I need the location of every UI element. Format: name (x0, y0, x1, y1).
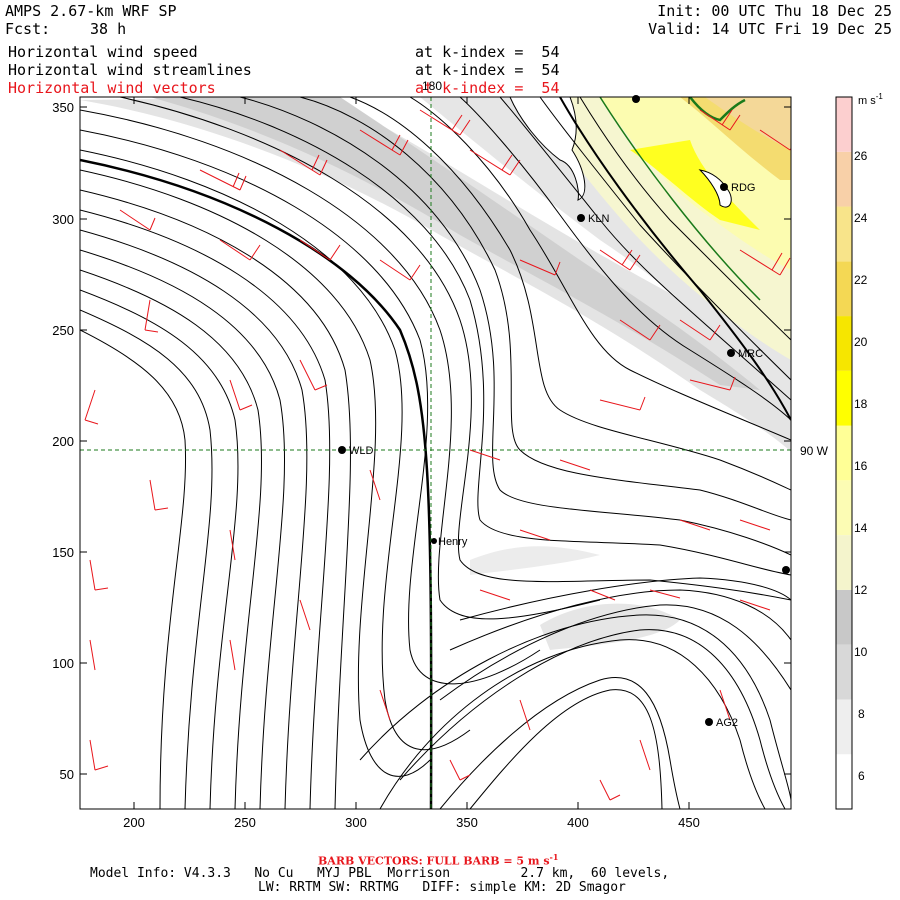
model-title: AMPS 2.67-km WRF SP (5, 2, 177, 20)
init-time: Init: 00 UTC Thu 18 Dec 25 (657, 2, 892, 20)
plot-frame (79, 96, 792, 810)
field-label-speed: Horizontal wind speed (8, 43, 198, 61)
y-tick-label: 200 (52, 434, 74, 449)
colorbar-swatch (836, 151, 852, 207)
colorbar-units-exp: -1 (876, 92, 884, 101)
station-label: WLD (349, 445, 374, 457)
colorbar-label: 18 (854, 397, 868, 411)
colorbar-label: 26 (854, 149, 868, 163)
colorbar-label: 10 (854, 645, 868, 659)
field-label-streamlines: Horizontal wind streamlines (8, 61, 252, 79)
x-tick-label: 450 (678, 815, 700, 830)
y-tick-label: 100 (52, 656, 74, 671)
y-tick-label: 50 (60, 767, 74, 782)
parallel-label: 90 W (800, 444, 829, 458)
colorbar-label: 24 (854, 211, 868, 225)
field-label-vectors: Horizontal wind vectors (8, 79, 216, 97)
forecast-hours: 38 h (90, 20, 127, 38)
colorbar-swatch (836, 480, 852, 536)
colorbar (835, 96, 853, 810)
speed-shading (80, 97, 791, 650)
colorbar-swatch (836, 97, 852, 152)
colorbar-label: 22 (854, 273, 868, 287)
wind-barbs (84, 109, 791, 801)
station-marker (338, 446, 346, 454)
station-marker (782, 566, 790, 574)
station-label: RDG (731, 182, 755, 194)
field-level-speed: at k-index = 54 (415, 43, 560, 61)
colorbar-label: 8 (858, 707, 865, 721)
y-tick-label: 300 (52, 212, 74, 227)
streamlines (80, 97, 791, 809)
station-label: Henry (438, 536, 468, 548)
station-marker (720, 183, 728, 191)
colorbar-swatch (836, 589, 852, 645)
barb-legend-text: BARB VECTORS: FULL BARB = 5 m s (318, 854, 550, 868)
colorbar-swatch (836, 206, 852, 262)
axis-ticks (80, 97, 791, 809)
colorbar-swatch (836, 699, 852, 755)
colorbar-swatch (836, 754, 852, 809)
station-marker (705, 718, 713, 726)
stations: RDG KLN MRC WLD Henry AG2 (338, 95, 790, 729)
x-tick-label: 300 (345, 815, 367, 830)
station-label: AG2 (716, 717, 738, 729)
field-level-vectors: at k-index = 54 (415, 79, 560, 97)
station-label: MRC (738, 348, 763, 360)
colorbar-swatch (836, 316, 852, 371)
barb-legend: BARB VECTORS: FULL BARB = 5 m s-1 (318, 852, 558, 868)
meridian-label: 180 (422, 79, 442, 93)
colorbar-label: 12 (854, 583, 868, 597)
colorbar-units: m s-1 (858, 92, 883, 107)
colorbar-swatch (836, 370, 852, 426)
colorbar-labels: 6 8 10 12 14 16 18 20 22 24 26 (854, 149, 868, 783)
forecast-label: Fcst: (5, 20, 51, 38)
colorbar-swatch (836, 535, 852, 590)
colorbar-swatch (836, 261, 852, 317)
colorbar-swatch (836, 644, 852, 700)
station-marker (727, 349, 735, 357)
x-tick-label: 200 (123, 815, 145, 830)
colorbar-label: 6 (858, 769, 865, 783)
y-tick-label: 350 (52, 100, 74, 115)
valid-time: Valid: 14 UTC Fri 19 Dec 25 (648, 20, 892, 38)
physics-info: LW: RRTM SW: RRTMG DIFF: simple KM: 2D S… (258, 880, 626, 895)
colorbar-label: 16 (854, 459, 868, 473)
y-tick-label: 250 (52, 323, 74, 338)
colorbar-label: 20 (854, 335, 868, 349)
station-marker (431, 538, 437, 544)
colorbar-frame (835, 96, 853, 810)
field-level-streamlines: at k-index = 54 (415, 61, 560, 79)
y-tick-label: 150 (52, 545, 74, 560)
station-marker (632, 95, 640, 103)
model-info: Model Info: V4.3.3 No Cu MYJ PBL Morriso… (90, 866, 670, 881)
colorbar-units-text: m s (858, 95, 876, 107)
x-tick-label: 400 (567, 815, 589, 830)
station-marker (577, 214, 585, 222)
x-tick-label: 350 (456, 815, 478, 830)
station-label: KLN (588, 213, 609, 225)
colorbar-swatch (836, 425, 852, 481)
x-tick-label: 250 (234, 815, 256, 830)
barb-legend-exp: -1 (549, 852, 559, 862)
colorbar-label: 14 (854, 521, 868, 535)
